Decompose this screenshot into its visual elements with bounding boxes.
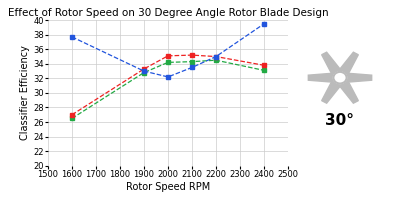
Polygon shape — [308, 73, 340, 83]
Feedrate 35 kg/hr — [166, 55, 170, 57]
Feedrate 15 kg/hr — [142, 71, 146, 74]
Polygon shape — [322, 52, 345, 80]
Feedrate 35 kg/hr — [70, 114, 74, 116]
Line: Feedrate 35 kg/hr: Feedrate 35 kg/hr — [70, 53, 266, 117]
Y-axis label: Classifier Efficiency: Classifier Efficiency — [20, 45, 30, 140]
Feedrate 35 kg/hr — [142, 68, 146, 70]
X-axis label: Rotor Speed RPM: Rotor Speed RPM — [126, 182, 210, 191]
Feedrate 113 kg/hr — [142, 70, 146, 72]
Text: 30°: 30° — [326, 113, 354, 128]
Feedrate 113 kg/hr — [214, 55, 218, 58]
Line: Feedrate 15 kg/hr: Feedrate 15 kg/hr — [70, 58, 266, 120]
Feedrate 35 kg/hr — [262, 64, 266, 66]
Feedrate 35 kg/hr — [190, 54, 194, 56]
Feedrate 15 kg/hr — [214, 59, 218, 61]
Polygon shape — [340, 73, 372, 83]
Feedrate 113 kg/hr — [262, 23, 266, 25]
Feedrate 15 kg/hr — [70, 117, 74, 120]
Line: Feedrate 113 kg/hr: Feedrate 113 kg/hr — [70, 22, 266, 79]
Polygon shape — [322, 75, 345, 103]
Feedrate 113 kg/hr — [70, 36, 74, 38]
Feedrate 113 kg/hr — [190, 66, 194, 69]
Feedrate 15 kg/hr — [166, 61, 170, 64]
Circle shape — [333, 72, 346, 83]
Polygon shape — [335, 52, 358, 80]
Polygon shape — [335, 75, 358, 103]
Feedrate 113 kg/hr — [166, 76, 170, 78]
Feedrate 15 kg/hr — [190, 60, 194, 63]
Title: Effect of Rotor Speed on 30 Degree Angle Rotor Blade Design: Effect of Rotor Speed on 30 Degree Angle… — [8, 8, 328, 18]
Feedrate 35 kg/hr — [214, 55, 218, 58]
Feedrate 15 kg/hr — [262, 69, 266, 72]
